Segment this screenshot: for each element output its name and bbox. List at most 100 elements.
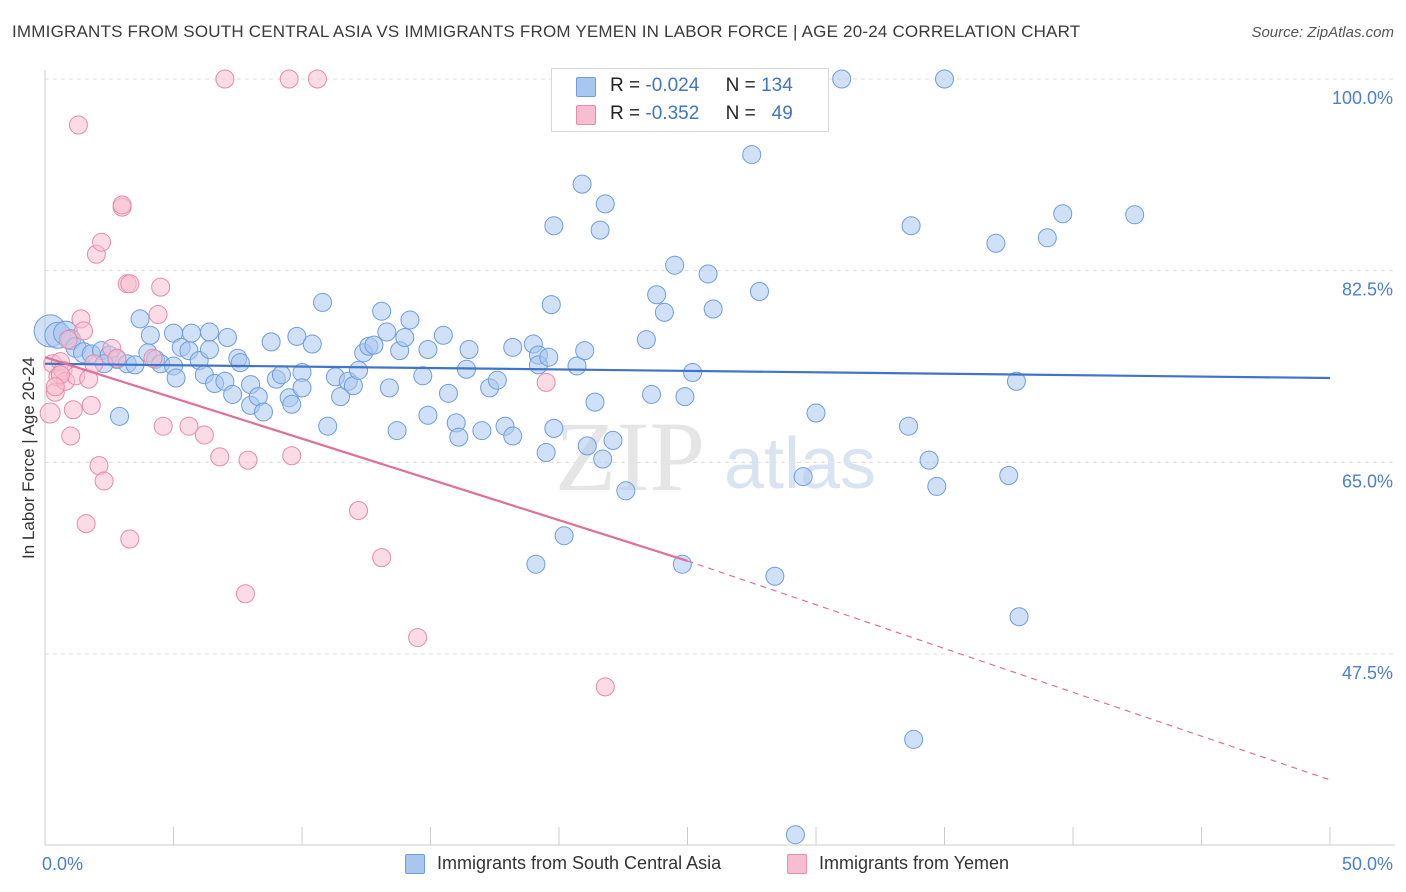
series-south-central-asia [33,69,1145,845]
data-point [395,327,415,347]
data-point [287,326,307,346]
legend-r-label: R = [610,103,641,124]
data-point [179,416,199,436]
data-point [223,384,243,404]
data-point [39,402,61,424]
data-point [577,436,597,456]
data-point [698,264,718,284]
data-point [400,310,420,330]
data-point [302,334,322,354]
watermark-atlas: atlas [724,424,876,504]
data-point [642,384,662,404]
data-point [58,330,78,350]
data-point [585,392,605,412]
data-point [235,584,255,604]
data-point [785,825,805,845]
data-points [33,69,1145,845]
legend-r-value: -0.024 [645,75,700,96]
data-point [331,387,351,407]
data-point [130,309,150,329]
data-point [595,677,615,697]
data-point [593,449,613,469]
data-point [418,340,438,360]
data-point [616,481,636,501]
data-point [230,353,250,373]
data-point [904,729,924,749]
data-point [120,529,140,549]
bottom-legend-swatch-pink [787,854,807,874]
data-point [408,628,428,648]
data-point [45,377,65,397]
data-point [590,220,610,240]
x-tick-label: 0.0% [42,854,83,874]
data-point [1053,204,1073,224]
data-point [647,285,667,305]
data-point [110,406,130,426]
data-point [749,281,769,301]
y-tick-labels: 100.0% 82.5% 65.0% 47.5% [1332,88,1393,683]
data-point [63,400,83,420]
data-point [94,471,114,491]
data-point [140,325,160,345]
data-point [919,450,939,470]
data-point [81,395,101,415]
data-point [654,302,674,322]
data-point [271,365,291,385]
data-point [148,304,168,324]
data-point [151,277,171,297]
data-point [935,69,954,89]
data-point [636,330,656,350]
data-point [901,216,921,236]
data-point [372,548,392,568]
data-point [487,370,507,390]
data-point [199,340,219,360]
data-point [554,526,574,546]
legend-r-label: R = [610,75,641,96]
data-point [449,427,469,447]
data-point [927,476,947,496]
data-point [703,299,723,319]
legend-swatch-blue [576,77,596,97]
bottom-legend-label: Immigrants from Yemen [819,853,1010,873]
data-point [217,327,237,347]
correlation-legend: R = -0.024 N = 134 R = -0.352 N = 49 [551,68,829,132]
data-point [433,325,453,345]
data-point [74,321,94,341]
data-point [76,514,96,534]
x-tick-label: 50.0% [1342,854,1393,874]
data-point [438,383,458,403]
data-point [68,115,88,135]
data-point [282,446,302,466]
data-point [418,405,438,425]
data-point [536,372,556,392]
data-point [999,465,1019,485]
data-point [210,447,230,467]
data-point [107,348,127,368]
chart-title: IMMIGRANTS FROM SOUTH CENTRAL ASIA VS IM… [12,22,1081,41]
legend-r-value: -0.352 [645,103,700,124]
data-point [307,69,327,89]
y-tick-label: 100.0% [1332,88,1393,108]
source-credit: Source: ZipAtlas.com [1251,24,1394,41]
data-point [377,322,397,342]
data-point [166,368,186,388]
data-point [544,418,564,438]
data-point [832,69,852,89]
data-point [379,378,399,398]
data-point [153,416,173,436]
data-point [1125,205,1145,225]
data-point [526,554,546,574]
data-point [292,378,312,398]
data-point [313,292,333,312]
data-point [413,366,433,386]
data-point [575,341,595,361]
data-point [120,274,140,294]
data-point [279,69,299,89]
data-point [181,323,201,343]
y-tick-label: 82.5% [1342,280,1393,300]
data-point [899,416,919,436]
data-point [238,450,258,470]
data-point [544,216,564,236]
data-point [282,394,302,414]
legend-n-label: N = [725,75,756,96]
